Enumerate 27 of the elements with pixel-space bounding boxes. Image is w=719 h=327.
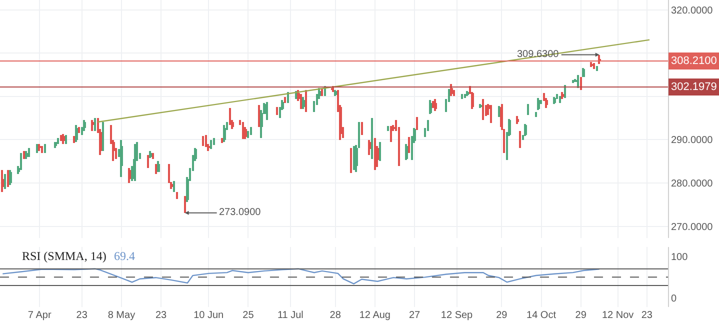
x-tick-label: 29	[496, 310, 508, 322]
x-tick-label: 29	[575, 310, 587, 322]
x-tick-label: 8 May	[108, 310, 136, 322]
chart-title: RSI (SMMA, 14)	[22, 249, 106, 263]
ref-line-label: 308.2100	[671, 55, 717, 67]
x-tick-label: 12 Nov	[602, 310, 634, 322]
x-tick-label: 23	[155, 310, 168, 322]
x-tick-label: 12 Sep	[440, 310, 474, 322]
y-tick-label: 320.0000	[671, 5, 714, 16]
annotation: 69.4	[114, 249, 135, 263]
x-tick-label: 12 Aug	[359, 310, 390, 322]
ref-line-label: 302.1979	[671, 81, 717, 93]
x-tick-label: 23	[76, 310, 88, 322]
x-tick-label: 7 Apr	[28, 310, 52, 322]
y-tick-label: 290.0000	[671, 135, 714, 146]
y-tick-label: 270.0000	[671, 222, 714, 233]
x-tick-label: 27	[408, 310, 421, 322]
annotation: 273.0900	[219, 207, 262, 218]
y-tick-label: 280.0000	[671, 178, 714, 190]
x-tick-label: 10 Jun	[194, 310, 224, 322]
y-tick-label: 100	[671, 252, 688, 263]
x-tick-label: 25	[242, 310, 254, 322]
x-tick-label: 14 Oct	[526, 310, 556, 322]
x-tick-label: 23	[641, 310, 653, 322]
x-tick-label: 11 Jul	[277, 310, 304, 322]
x-tick-label: 28	[330, 310, 342, 322]
y-tick-label: 0	[671, 293, 677, 304]
